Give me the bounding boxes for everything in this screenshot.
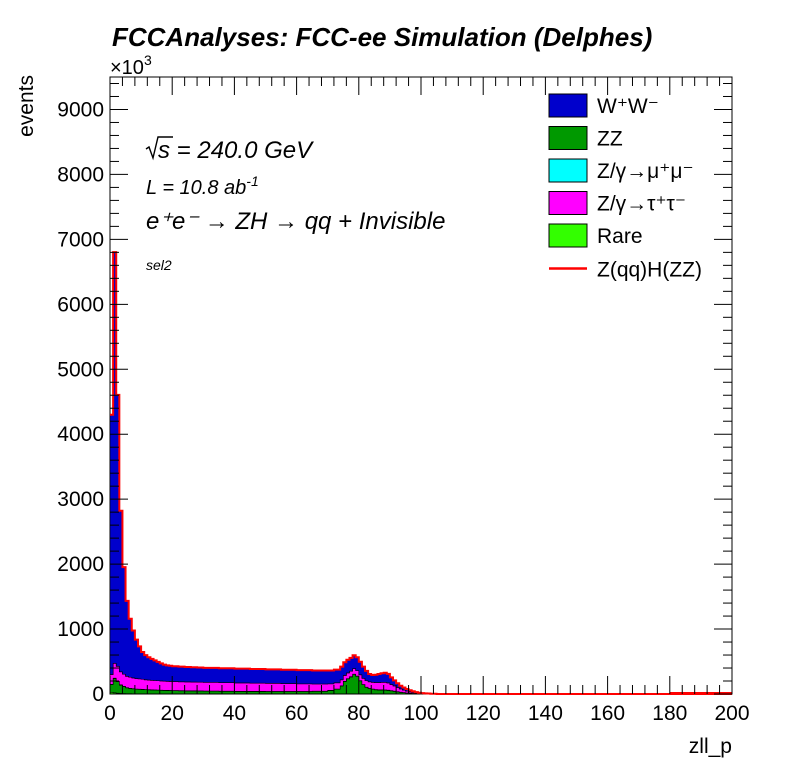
y-axis-title: events (15, 75, 38, 137)
x-tick-label: 60 (285, 702, 308, 725)
x-tick-label: 20 (161, 702, 184, 725)
y-axis: 0 1000 2000 3000 4000 5000 6000 7000 8000 9000 (57, 82, 732, 706)
annotation-process: e⁺e⁻ → ZH → qq + Invisible (146, 208, 445, 235)
y-tick-label: 7000 (57, 228, 104, 251)
x-tick-label: 160 (590, 702, 625, 725)
y-tick-label: 6000 (57, 293, 104, 316)
y-tick-label: 1000 (57, 618, 104, 641)
x-tick-label: 0 (104, 702, 116, 725)
legend-swatch-WW (548, 93, 588, 118)
legend-swatch-Ztautau (548, 191, 588, 215)
x-tick-label: 80 (347, 702, 370, 725)
legend-label-Zmumu: Z/γ→μ⁺μ⁻ (597, 160, 694, 183)
y-tick-label: 4000 (57, 423, 104, 446)
annotation-sqrt-s: s = 240.0 GeV (145, 136, 314, 164)
y-tick-label: 0 (92, 683, 104, 706)
x-axis-title: zll_p (689, 735, 732, 758)
legend-swatch-Zmumu (548, 158, 588, 183)
signal-line-path (110, 251, 732, 695)
x-tick-label: 100 (403, 702, 438, 725)
x-axis: 0 20 40 60 80 100 120 140 160 180 200 (104, 77, 750, 725)
x-tick-label: 140 (528, 702, 563, 725)
annotation-luminosity: L = 10.8 ab-1 (146, 173, 259, 199)
y-tick-label: 3000 (57, 488, 104, 511)
x-tick-label: 120 (466, 702, 501, 725)
legend-label-Ztautau: Z/γ→τ⁺τ⁻ (597, 193, 686, 216)
legend: W⁺W⁻ ZZ Z/γ→μ⁺μ⁻ Z/γ→τ⁺τ⁻ Rare Z(qq)H(ZZ) (548, 93, 702, 282)
plot-frame (109, 76, 733, 695)
legend-label-WW: W⁺W⁻ (597, 95, 659, 118)
legend-swatch-ZZ (548, 126, 588, 150)
y-tick-label: 9000 (57, 98, 104, 121)
y-exponent-label: ×103 (110, 52, 152, 79)
x-tick-label: 40 (223, 702, 246, 725)
legend-label-signal: Z(qq)H(ZZ) (597, 259, 702, 282)
signal-line (110, 251, 732, 695)
y-tick-label: 5000 (57, 358, 104, 381)
legend-label-ZZ: ZZ (597, 128, 623, 151)
x-tick-label: 200 (714, 702, 749, 725)
y-tick-label: 2000 (57, 553, 104, 576)
legend-label-Rare: Rare (597, 225, 643, 248)
chart-title: FCCAnalyses: FCC-ee Simulation (Delphes) (112, 22, 652, 52)
x-tick-label: 180 (652, 702, 687, 725)
y-tick-label: 8000 (57, 163, 104, 186)
svg-text:s = 240.0 GeV: s = 240.0 GeV (158, 137, 314, 164)
legend-swatch-Rare (548, 223, 588, 248)
annotation-selection: sel2 (146, 257, 172, 273)
